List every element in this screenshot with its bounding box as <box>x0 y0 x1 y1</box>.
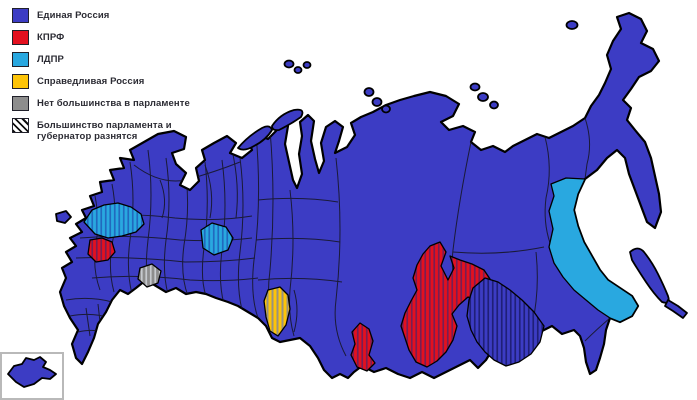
franz-josef-land-icon <box>283 59 295 69</box>
legend-swatch-united-russia <box>12 8 29 23</box>
severnaya-zemlya-icon <box>381 104 391 114</box>
legend-swatch-ldpr <box>12 52 29 67</box>
legend-item-just-russia: Справедливая Россия <box>12 74 227 89</box>
region-south-siberia-kprf-hatched <box>350 322 376 372</box>
region-volga-no-majority-hatched <box>137 263 162 288</box>
arctic-islands <box>237 20 579 151</box>
crimea-region <box>7 356 57 388</box>
new-siberian-islands-icon <box>469 82 481 92</box>
legend: Единая Россия КПРФ ЛДПР Справедливая Рос… <box>12 8 227 142</box>
region-far-east-ldpr <box>548 177 639 323</box>
franz-josef-land-icon <box>302 61 312 69</box>
region-ural-sr-hatched <box>263 286 291 337</box>
legend-swatch-just-russia <box>12 74 29 89</box>
region-west-kprf-hatched <box>87 237 116 263</box>
legend-label-united-russia: Единая Россия <box>37 10 110 21</box>
legend-item-no-majority: Нет большинства в парламенте <box>12 96 227 111</box>
crimea-inset <box>0 352 64 400</box>
legend-item-differs: Большинство парламента и губернатор разн… <box>12 118 227 142</box>
region-transbaikal-er-hatched <box>466 277 545 367</box>
region-volga-ldpr-hatched <box>200 222 234 256</box>
legend-item-ldpr: ЛДПР <box>12 52 227 67</box>
severnaya-zemlya-icon <box>363 87 375 97</box>
legend-swatch-no-majority <box>12 96 29 111</box>
region-west-ldpr-hatched <box>83 202 145 239</box>
kaliningrad-region <box>55 210 72 224</box>
franz-josef-land-icon <box>293 66 303 74</box>
severnaya-zemlya-icon <box>371 97 383 107</box>
sakhalin-island <box>629 247 670 304</box>
novaya-zemlya-island <box>237 125 273 151</box>
legend-label-kprf: КПРФ <box>37 32 65 43</box>
legend-swatch-differs-hatch <box>12 118 29 133</box>
legend-label-ldpr: ЛДПР <box>37 54 64 65</box>
legend-item-kprf: КПРФ <box>12 30 227 45</box>
novaya-zemlya-north-island <box>271 108 304 132</box>
kuril-islands-icon <box>664 299 688 319</box>
legend-label-just-russia: Справедливая Россия <box>37 76 145 87</box>
legend-label-differs: Большинство парламента и губернатор разн… <box>37 120 172 142</box>
region-east-siberia-kprf-hatched <box>400 241 493 368</box>
new-siberian-islands-icon <box>477 92 489 102</box>
legend-swatch-kprf <box>12 30 29 45</box>
legend-label-no-majority: Нет большинства в парламенте <box>37 98 190 109</box>
legend-item-united-russia: Единая Россия <box>12 8 227 23</box>
wrangel-island-icon <box>565 20 579 30</box>
new-siberian-islands-icon <box>489 100 499 110</box>
